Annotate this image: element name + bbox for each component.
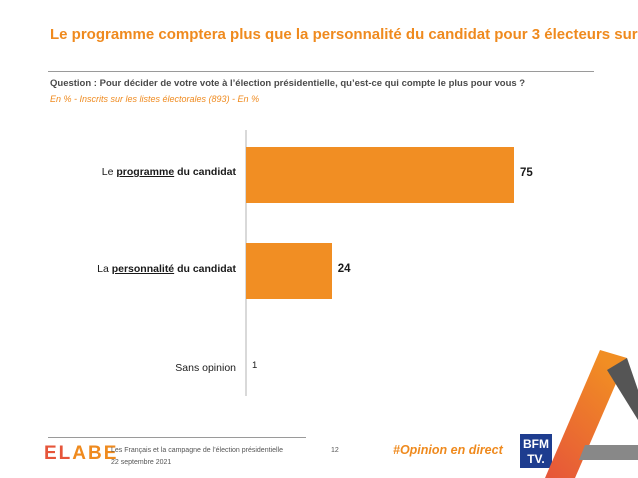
page-number: 12 <box>331 447 339 454</box>
category-label-programme: Le programme du candidat <box>102 166 236 178</box>
survey-question: Question : Pour décider de votre vote à … <box>50 78 525 89</box>
title-divider <box>48 71 594 72</box>
decorative-a-shape <box>545 350 638 478</box>
category-label-personnalite: La personnalité du candidat <box>97 263 236 275</box>
value-label-sans-opinion: 1 <box>252 360 257 371</box>
elabe-logo: ELABE <box>44 443 118 465</box>
footer-divider <box>48 437 306 438</box>
bar-programme <box>246 147 514 203</box>
value-label-programme: 75 <box>520 167 533 179</box>
value-label-personnalite: 24 <box>338 263 351 275</box>
bar-personnalite <box>246 243 332 299</box>
page-title: Le programme comptera plus que la person… <box>50 26 638 43</box>
category-label-sans-opinion: Sans opinion <box>175 362 236 374</box>
svg-text:TV.: TV. <box>527 452 545 466</box>
hashtag: #Opinion en direct <box>393 443 503 457</box>
footer-study-title: Les Français et la campagne de l’électio… <box>111 447 283 454</box>
survey-base: En % - Inscrits sur les listes électoral… <box>50 94 259 104</box>
footer-date: 22 septembre 2021 <box>111 459 171 466</box>
bar-chart: Le programme du candidat La personnalité… <box>0 130 638 410</box>
